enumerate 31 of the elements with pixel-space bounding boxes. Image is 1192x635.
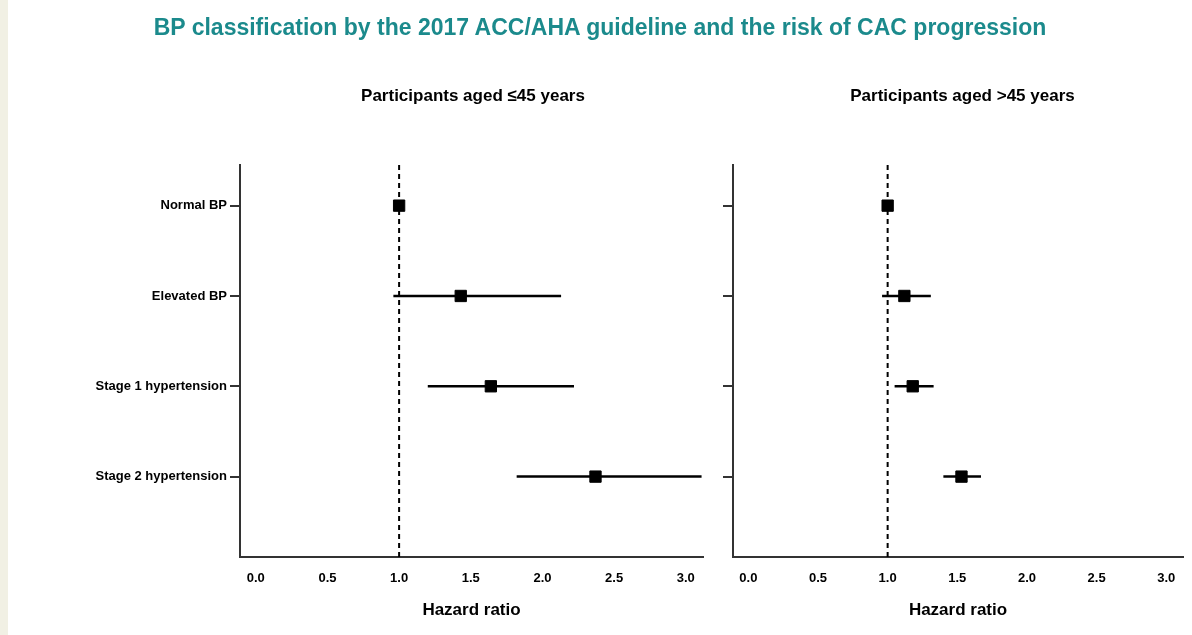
chart-title: BP classification by the 2017 ACC/AHA guideline and the risk of CAC progression <box>152 14 1048 41</box>
x-tick-label: 1.0 <box>390 570 409 586</box>
point <box>454 289 467 303</box>
x-tick-label: 1.5 <box>461 570 480 586</box>
point <box>589 470 602 483</box>
x-tick-label: 0.5 <box>318 570 337 586</box>
x-tick-label: 3.0 <box>1157 570 1176 586</box>
x-tick-label: 2.0 <box>1017 570 1036 586</box>
x-tick-label: 1.0 <box>878 570 897 586</box>
x-tick-label: 1.5 <box>948 570 967 586</box>
point <box>955 470 968 483</box>
point <box>898 289 911 303</box>
point <box>392 199 406 212</box>
y-tick-label: Stage 2 hypertension <box>95 468 228 484</box>
y-tick-label: Elevated BP <box>151 287 228 303</box>
x-tick-label: 2.0 <box>533 570 552 586</box>
x-tick-label: 3.0 <box>676 570 695 586</box>
x-axis-title: Hazard ratio <box>422 600 521 620</box>
point <box>906 380 919 393</box>
x-axis-title: Hazard ratio <box>908 600 1008 620</box>
chart-subtitle: Participants aged >45 years <box>849 86 1076 106</box>
point <box>484 380 498 393</box>
y-tick-label: Stage 1 hypertension <box>95 377 228 393</box>
point <box>881 199 894 212</box>
x-tick-label: 0.0 <box>739 570 758 586</box>
x-tick-label: 0.5 <box>808 570 828 586</box>
y-tick-label: Normal BP <box>160 197 228 213</box>
x-tick-label: 2.5 <box>605 570 624 586</box>
x-tick-label: 0.0 <box>246 570 265 586</box>
x-tick-label: 2.5 <box>1087 570 1106 586</box>
chart-subtitle: Participants aged ≤45 years <box>360 86 586 106</box>
